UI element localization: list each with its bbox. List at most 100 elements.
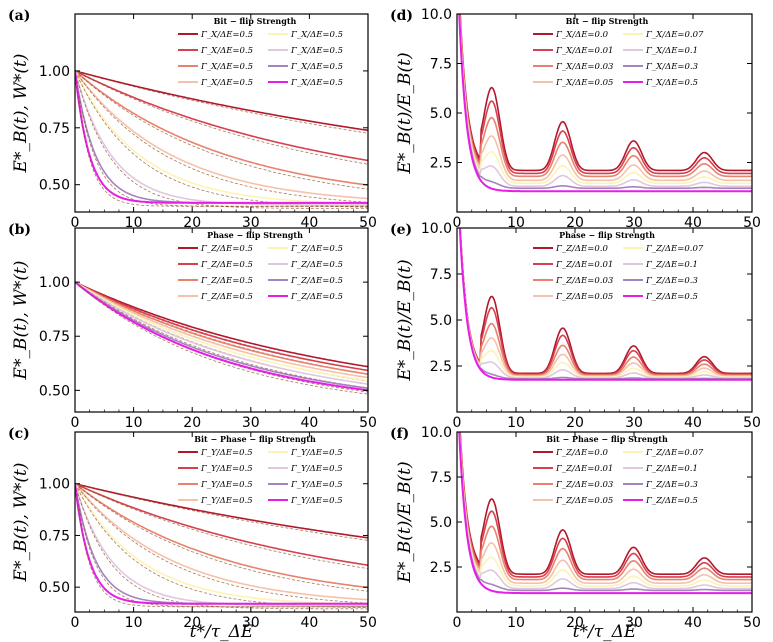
ytick-label-a-2: 1.00	[39, 64, 70, 80]
xtick-label-c-5: 50	[359, 615, 377, 631]
curve-E-b-4	[75, 281, 368, 382]
xtick-label-b-0: 0	[71, 415, 80, 431]
panel-c: 0 10 20 30 40 50 0.50 0.75 1.00 (c) Bit − Phase − …	[8, 426, 377, 631]
curve-ratio-f-4	[458, 432, 752, 587]
xtick-label-f-0: 0	[453, 615, 462, 631]
legend-label-d-7: Γ_X/ΔE=0.5	[645, 78, 698, 88]
curve-E-b-5	[75, 281, 368, 385]
legend-label-b-0: Γ_Z/ΔE=0.5	[200, 244, 253, 254]
legend-label-d-2: Γ_X/ΔE=0.03	[555, 62, 613, 72]
curve-E-c-2	[75, 483, 368, 589]
legend-label-c-7: Γ_Y/ΔE=0.5	[290, 496, 343, 506]
legend-label-e-4: Γ_Z/ΔE=0.07	[645, 244, 704, 254]
xtick-label-b-3: 30	[242, 415, 260, 431]
ytick-label-c-2: 1.00	[39, 477, 70, 493]
plot-area-a	[75, 70, 368, 209]
curve-ratio-e-5	[459, 228, 752, 379]
curve-W-a-4	[75, 70, 368, 208]
xtick-label-e-5: 50	[743, 415, 761, 431]
xtick-label-c-3: 30	[242, 615, 260, 631]
xtick-label-a-5: 50	[359, 215, 377, 231]
ytick-label-e-2: 7.5	[430, 267, 452, 283]
legend-label-a-3: Γ_X/ΔE=0.5	[200, 78, 253, 88]
curve-E-c-1	[75, 482, 368, 566]
legend-label-f-5: Γ_Z/ΔE=0.1	[645, 464, 698, 474]
curve-ratio-d-0	[459, 14, 752, 172]
xtick-label-c-1: 10	[125, 615, 143, 631]
legend-label-f-2: Γ_Z/ΔE=0.03	[555, 480, 613, 490]
curve-E-c-3	[75, 483, 368, 601]
legend-label-d-5: Γ_X/ΔE=0.1	[645, 46, 698, 56]
legend-label-d-4: Γ_X/ΔE=0.07	[645, 30, 704, 40]
xtick-label-d-2: 20	[566, 215, 584, 231]
xtick-label-a-2: 20	[183, 215, 201, 231]
legend-label-a-4: Γ_X/ΔE=0.5	[290, 30, 343, 40]
legend-label-b-6: Γ_Z/ΔE=0.5	[290, 276, 343, 286]
legend-label-d-6: Γ_X/ΔE=0.3	[645, 62, 698, 72]
curve-E-a-7	[75, 70, 368, 204]
xlabel-left: t*/τ_ΔE	[190, 622, 254, 642]
legend-label-e-5: Γ_Z/ΔE=0.1	[645, 260, 698, 270]
legend-label-f-4: Γ_Z/ΔE=0.07	[645, 448, 704, 458]
xtick-label-d-0: 0	[453, 215, 462, 231]
xtick-label-f-4: 40	[684, 615, 702, 631]
legend-label-b-1: Γ_Z/ΔE=0.5	[200, 260, 253, 270]
xtick-label-a-4: 40	[300, 215, 318, 231]
xtick-label-f-5: 50	[743, 615, 761, 631]
legend-label-a-6: Γ_X/ΔE=0.5	[290, 62, 343, 72]
curve-W-b-7	[75, 281, 368, 395]
legend-label-f-1: Γ_Z/ΔE=0.01	[555, 464, 613, 474]
curve-ratio-d-1	[459, 14, 752, 175]
ylabel-left-1: E*_B(t), W*(t)	[11, 261, 31, 381]
ytick-label-c-1: 0.75	[39, 528, 70, 544]
legend-label-b-2: Γ_Z/ΔE=0.5	[200, 276, 253, 286]
xtick-label-b-4: 40	[300, 415, 318, 431]
curve-E-b-0	[75, 281, 368, 368]
legend-title-c: Bit − Phase − flip Strength	[194, 434, 316, 444]
legend-label-f-6: Γ_Z/ΔE=0.3	[645, 480, 698, 490]
legend-c: Bit − Phase − flip Strength Γ_Y/ΔE=0.5 Γ_Y…	[178, 434, 343, 506]
curve-W-c-6	[75, 483, 368, 608]
legend-title-b: Phase − flip Strength	[207, 230, 303, 240]
curve-ratio-e-7	[458, 228, 752, 381]
legend-title-e: Phase − flip Strength	[559, 230, 655, 240]
xtick-label-f-1: 10	[507, 615, 525, 631]
legend-a: Bit − flip Strength Γ_X/ΔE=0.5 Γ_X/ΔE=0.5 Γ…	[178, 16, 343, 88]
legend-label-f-3: Γ_Z/ΔE=0.05	[555, 496, 613, 506]
curve-E-a-0	[75, 70, 368, 132]
curve-E-b-2	[75, 281, 368, 375]
xlabel-right: t*/τ_ΔE	[573, 622, 637, 642]
ytick-label-f-3: 10.0	[421, 425, 452, 441]
plot-area-f	[458, 432, 752, 595]
curve-E-b-6	[75, 281, 368, 389]
xtick-label-b-1: 10	[125, 415, 143, 431]
ytick-label-f-1: 5.0	[430, 515, 452, 531]
panel-label-d: (d)	[390, 8, 413, 24]
ylabel-right-2: E*_B(t)/E_B(t)	[395, 461, 415, 583]
xtick-label-a-1: 10	[125, 215, 143, 231]
legend-label-b-7: Γ_Z/ΔE=0.5	[290, 292, 343, 302]
legend-label-a-2: Γ_X/ΔE=0.5	[200, 62, 253, 72]
legend-label-c-0: Γ_Y/ΔE=0.5	[200, 448, 253, 458]
curve-E-b-1	[75, 281, 368, 372]
legend-label-a-7: Γ_X/ΔE=0.5	[290, 78, 343, 88]
ytick-label-f-2: 7.5	[430, 470, 452, 486]
curve-W-a-7	[75, 70, 368, 207]
curve-E-b-3	[75, 281, 368, 379]
curve-ratio-f-2	[459, 432, 752, 581]
legend-label-a-1: Γ_X/ΔE=0.5	[200, 46, 253, 56]
xtick-label-e-0: 0	[453, 415, 462, 431]
ylabel-right-0: E*_B(t)/E_B(t)	[395, 52, 415, 174]
curve-W-c-1	[75, 483, 368, 569]
legend-b: Phase − flip Strength Γ_Z/ΔE=0.5 Γ_Z/ΔE=0.…	[178, 230, 343, 302]
panel-b: 0 10 20 30 40 50 0.50 0.75 1.00 (b) Phase − flip S…	[8, 222, 377, 431]
panel-d: 0 10 20 30 40 50 2.5 5.0 7.5 10.0 (d) Bit − flip St…	[390, 7, 761, 231]
legend-e: Phase − flip Strength Γ_Z/ΔE=0.0 Γ_Z/ΔE=0.…	[533, 230, 704, 302]
legend-label-f-7: Γ_Z/ΔE=0.5	[645, 496, 698, 506]
panel-label-e: (e)	[390, 222, 412, 238]
legend-label-b-5: Γ_Z/ΔE=0.5	[290, 260, 343, 270]
xtick-label-e-1: 10	[507, 415, 525, 431]
legend-label-e-2: Γ_Z/ΔE=0.03	[555, 276, 613, 286]
curve-E-c-7	[75, 483, 368, 605]
